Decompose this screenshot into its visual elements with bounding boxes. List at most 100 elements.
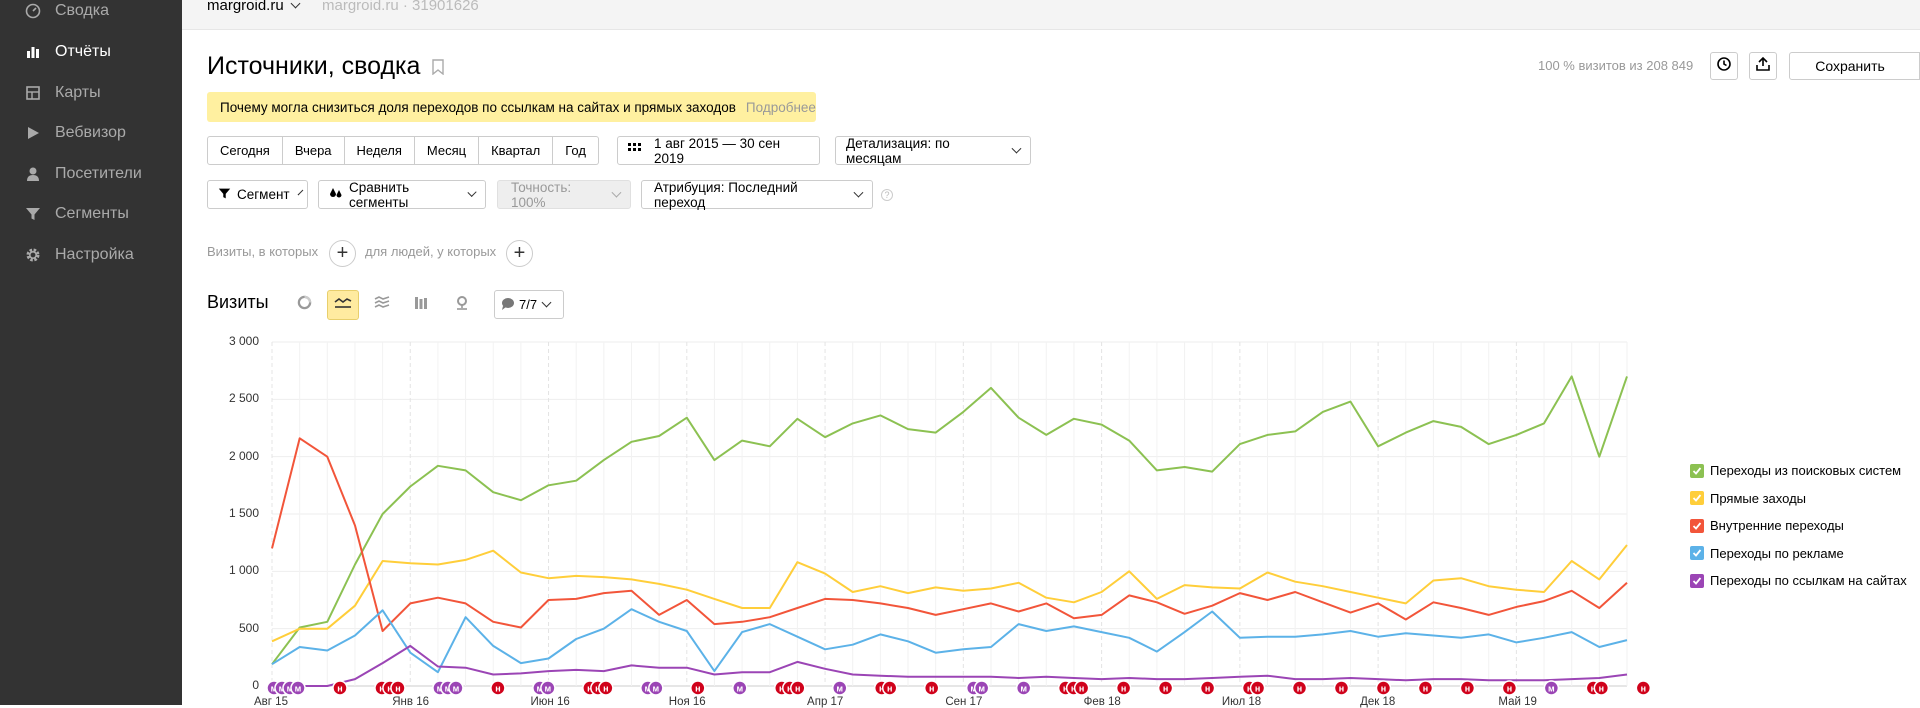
note-marker: [1291, 680, 1308, 696]
note-marker-letter: н: [587, 684, 592, 694]
counter-selector[interactable]: margroid.ru: [207, 0, 301, 14]
funnel-icon: [24, 205, 42, 223]
note-marker-letter: н: [1163, 684, 1168, 694]
legend-item[interactable]: Прямые заходы: [1690, 491, 1806, 506]
note-marker: [1333, 680, 1350, 696]
segment-button[interactable]: Сегмент: [207, 180, 308, 209]
x-tick-label: Авг 15: [254, 696, 288, 708]
add-visit-condition-button[interactable]: +: [329, 240, 356, 267]
note-marker: [390, 680, 406, 696]
sidebar-item-segments[interactable]: Сегменты: [24, 202, 129, 226]
note-marker-letter: н: [379, 684, 384, 694]
note-marker-letter: н: [495, 684, 500, 694]
sidebar-item-maps[interactable]: Карты: [24, 81, 101, 105]
sidebar-item-label: Карты: [55, 84, 101, 101]
line-chart-icon: [334, 296, 352, 315]
note-marker: [282, 680, 298, 696]
export-button[interactable]: [1749, 52, 1777, 80]
sidebar-item-dashboard[interactable]: Сводка: [24, 0, 109, 23]
notice-more-link[interactable]: Подробнее: [745, 99, 816, 115]
map-view-button[interactable]: [446, 290, 478, 320]
note-marker-letter: м: [545, 684, 552, 694]
note-marker-letter: н: [1641, 684, 1646, 694]
period-year-button[interactable]: Год: [553, 136, 599, 165]
add-people-condition-button[interactable]: +: [506, 240, 533, 267]
notice-banner: Почему могла снизиться доля переходов по…: [207, 92, 816, 122]
series-line-2: [271, 437, 1628, 632]
help-icon[interactable]: ?: [881, 189, 893, 201]
dashboard-icon: [24, 2, 42, 20]
period-week-button[interactable]: Неделя: [344, 136, 415, 165]
sidebar-item-label: Сводка: [55, 2, 110, 19]
note-marker-letter: н: [779, 684, 784, 694]
notes-filter-dropdown[interactable]: 7/7: [494, 290, 564, 319]
x-tick-label: Июн 16: [530, 696, 570, 708]
detail-dropdown[interactable]: Детализация: по месяцам: [835, 135, 1031, 166]
note-marker-letter: м: [271, 684, 278, 694]
note-marker: [290, 680, 306, 696]
compare-icon: [329, 187, 343, 203]
date-range-picker[interactable]: 1 авг 2015 — 30 сен 2019: [617, 136, 820, 166]
note-marker: [332, 680, 348, 696]
period-today-button[interactable]: Сегодня: [207, 136, 283, 165]
area-chart-button[interactable]: [366, 290, 398, 320]
sidebar-item-reports[interactable]: Отчёты: [24, 40, 111, 64]
counter-meta: margroid.ru · 31901626: [322, 0, 479, 14]
note-marker-letter: м: [295, 684, 302, 694]
sidebar-item-webvisor[interactable]: Вебвизор: [24, 121, 126, 145]
notes-count: 7/7: [519, 297, 538, 312]
sidebar-item-label: Посетители: [55, 165, 142, 182]
note-marker-letter: н: [795, 684, 800, 694]
note-marker-letter: н: [1465, 684, 1470, 694]
checkbox-icon[interactable]: [1690, 491, 1704, 505]
note-marker-letter: н: [1063, 684, 1068, 694]
checkbox-icon[interactable]: [1690, 518, 1704, 533]
save-options-button[interactable]: [1910, 52, 1920, 80]
legend-item[interactable]: Переходы из поисковых систем: [1690, 463, 1901, 478]
checkbox-icon[interactable]: [1690, 546, 1704, 560]
legend-item[interactable]: Переходы по рекламе: [1690, 546, 1844, 561]
notice-text: Почему могла снизиться доля переходов по…: [220, 99, 736, 115]
note-marker: [1199, 680, 1216, 696]
sidebar-item-settings[interactable]: Настройка: [24, 243, 134, 267]
bar-chart-button[interactable]: [405, 290, 437, 320]
note-marker: [965, 680, 982, 696]
history-button[interactable]: [1710, 52, 1738, 80]
pie-chart-button[interactable]: [288, 290, 320, 320]
note-marker: [440, 680, 456, 696]
attribution-dropdown[interactable]: Атрибуция: Последний переход: [641, 180, 873, 210]
maps-icon: [24, 84, 42, 102]
legend-item[interactable]: Переходы по ссылкам на сайтах: [1690, 573, 1907, 588]
sidebar: Сводка Отчёты Карты Вебвизор Посетители …: [0, 0, 182, 705]
legend-label: Внутренние переходы: [1710, 518, 1844, 533]
note-marker: [1593, 680, 1610, 696]
checkbox-icon[interactable]: [1690, 573, 1704, 588]
bookmark-icon[interactable]: [432, 59, 444, 80]
period-quarter-button[interactable]: Квартал: [479, 136, 554, 165]
note-marker-letter: м: [537, 684, 544, 694]
compare-segments-button[interactable]: Сравнить сегменты: [318, 180, 486, 210]
comment-icon: [501, 297, 515, 313]
save-button[interactable]: Сохранить: [1789, 52, 1911, 80]
line-chart-button[interactable]: [327, 290, 359, 320]
note-marker-letter: н: [395, 684, 400, 694]
note-marker-letter: м: [645, 684, 652, 694]
play-icon: [24, 124, 42, 142]
note-marker: [873, 680, 890, 696]
note-marker: [1585, 680, 1602, 696]
period-yesterday-button[interactable]: Вчера: [282, 136, 345, 165]
sidebar-item-visitors[interactable]: Посетители: [24, 162, 142, 186]
legend-item[interactable]: Внутренние переходы: [1690, 518, 1844, 533]
note-marker-letter: н: [1381, 684, 1386, 694]
note-marker: [1375, 680, 1392, 696]
pie-chart-icon: [297, 295, 312, 315]
detail-label: Детализация: по месяцам: [846, 135, 950, 166]
period-month-button[interactable]: Месяц: [414, 136, 480, 165]
checkbox-icon[interactable]: [1690, 463, 1704, 478]
note-marker: [1459, 680, 1476, 696]
note-marker-letter: н: [1423, 684, 1428, 694]
note-marker-letter: м: [653, 684, 660, 694]
gear-icon: [24, 246, 42, 264]
note-marker-letter: н: [1507, 684, 1512, 694]
note-marker: [648, 680, 664, 696]
